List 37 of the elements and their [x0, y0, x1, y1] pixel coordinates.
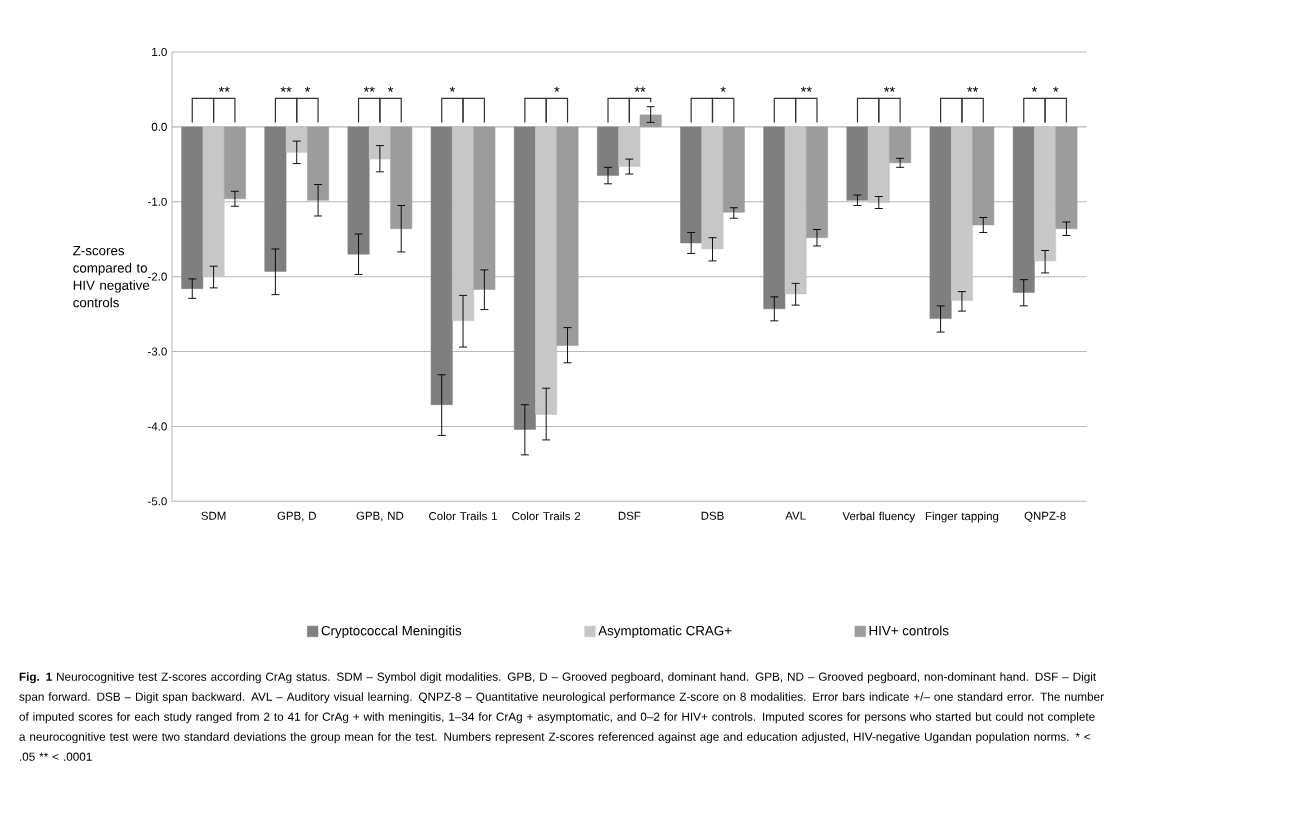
x-tick-label: Color Trails 1: [429, 511, 497, 521]
annotation: *: [1053, 86, 1059, 92]
x-tick-label: Color Trails 2: [512, 511, 581, 521]
annotation: *: [554, 86, 560, 92]
x-tick-label: DSB: [701, 511, 724, 520]
annotation: **: [800, 86, 812, 92]
annotation: *: [449, 86, 455, 92]
x-tick-label: DSF: [618, 511, 641, 520]
annotation: **: [218, 86, 230, 92]
annotation: **: [883, 86, 895, 92]
text: Fig. 1 Neurocognitive test Z-scores according CrAg status. SDM – Symbol digit modalities. GPB, D – Grooved pegboard, dominant hand. GPB, ND – Grooved pegboard, non-dominant hand. DSF – Digit span forward. DSB – Digit span backward. AVL – Auditory visual learning. QNPZ-8 – Quantitative neurological performance Z-score on 8 modalities. Error bars indicate +/– one standard error. The number of imputed scores for each study ranged from 2 to 41 for CrAg + with meningitis, 1–34 for CrAg + asymptomatic, and 0–2 for HIV+ controls. Imputed scores for persons who started but could not complete a neurocognitive test were two standard deviations the group mean for the test. Numbers represent Z-scores referenced against age and education adjusted, HIV-negative Ugandan population norms. * < .05 ** < .0001: [19, 672, 1104, 761]
annotation: **: [967, 86, 979, 92]
y-tick-label: -3.0: [148, 347, 167, 356]
annotation: **: [363, 86, 375, 92]
y-tick-label: 1.0: [152, 47, 167, 57]
y-tick-label: 0.0: [151, 122, 167, 131]
y-axis-title: Z-scores compared to HIV negative controls: [73, 246, 150, 308]
annotation: *: [387, 86, 394, 92]
annotation: *: [304, 86, 311, 92]
legend-label: Cryptococcal Meningitis: [321, 625, 462, 639]
y-tick-label: -4.0: [148, 422, 167, 431]
annotation: *: [1031, 86, 1038, 92]
x-tick-label: QNPZ-8: [1024, 511, 1066, 522]
legend-label: HIV+ controls: [869, 625, 949, 636]
x-tick-label: GPB, ND: [356, 511, 404, 522]
x-tick-label: AVL: [785, 511, 806, 520]
y-tick-label: -2.0: [148, 272, 167, 281]
x-tick-label: SDM: [201, 511, 226, 520]
y-tick-label: -1.0: [148, 197, 167, 206]
annotation: **: [280, 86, 292, 92]
x-tick-label: Verbal fluency: [842, 511, 916, 523]
x-tick-label: Finger tapping: [925, 511, 999, 523]
annotation: **: [634, 86, 646, 92]
y-tick-label: -5.0: [148, 497, 167, 506]
x-tick-label: GPB, D: [277, 511, 316, 522]
annotation: *: [720, 86, 726, 92]
legend-label: Asymptomatic CRAG+: [598, 625, 732, 639]
